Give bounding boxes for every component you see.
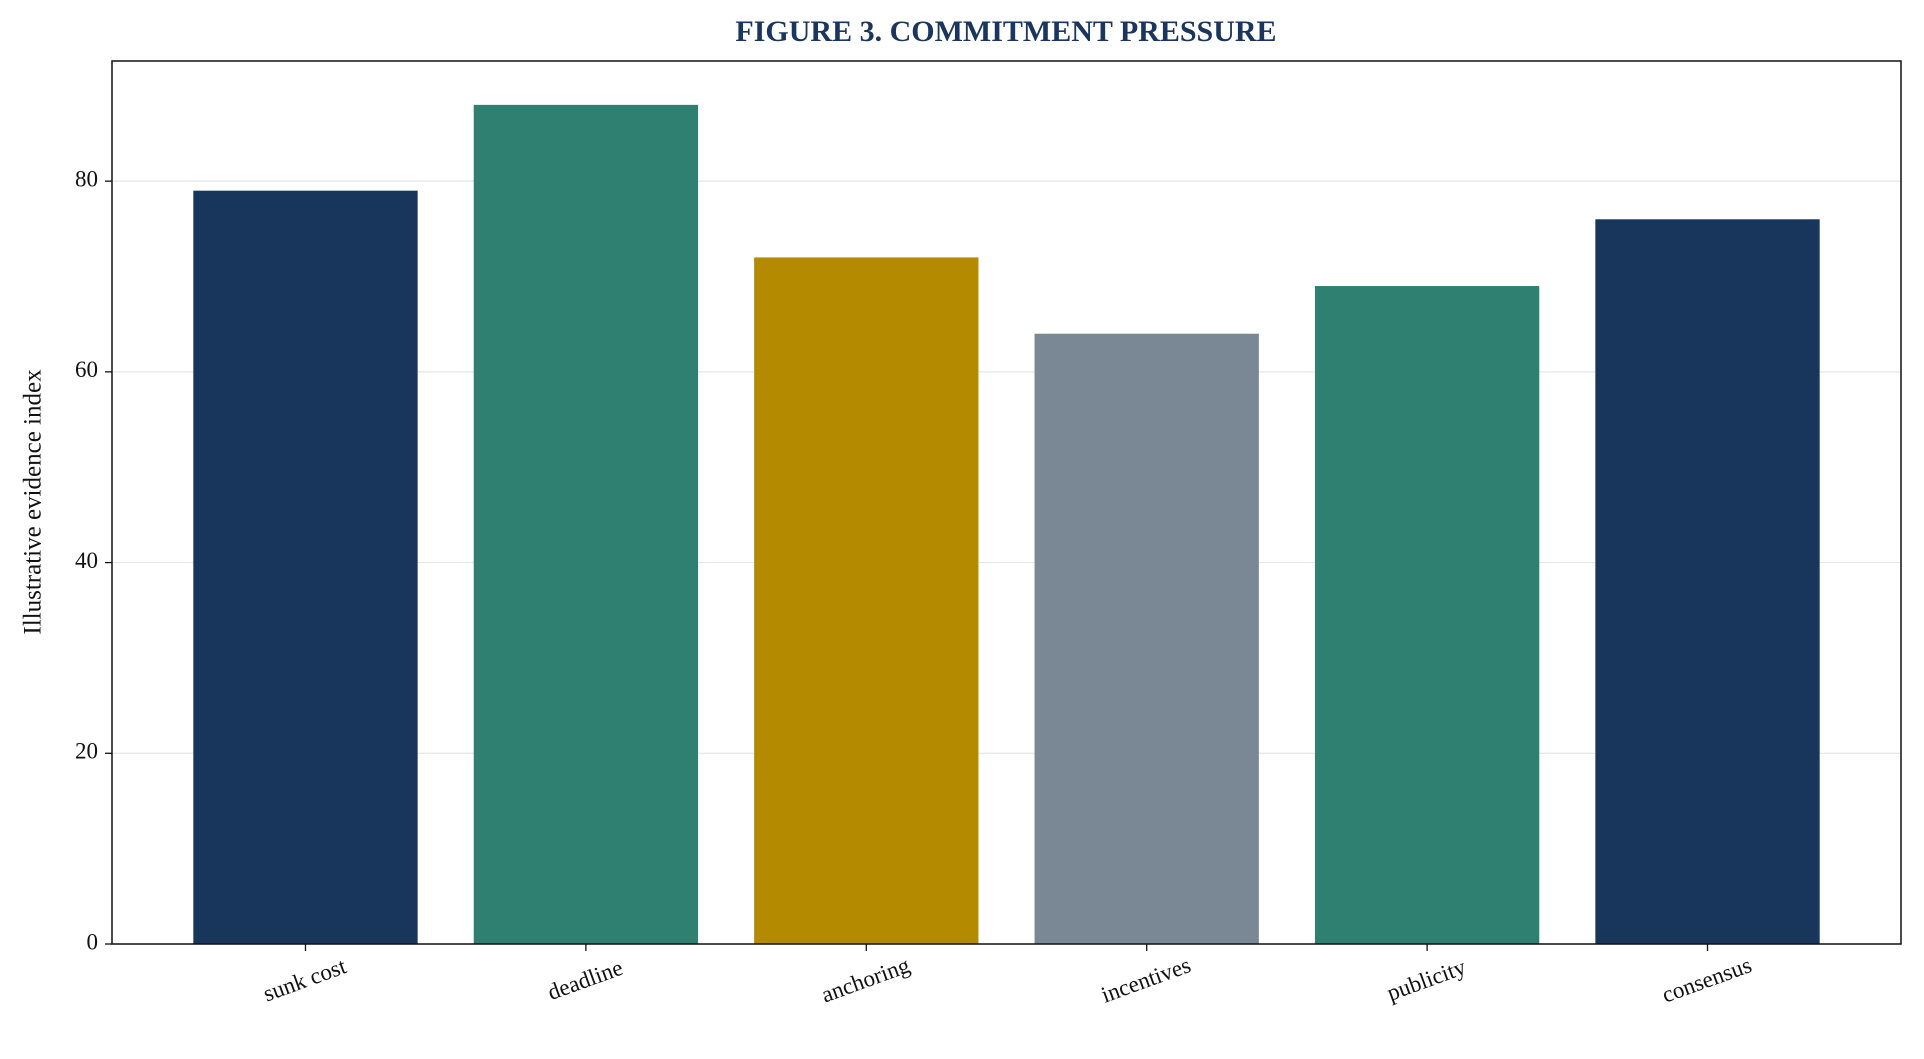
bar xyxy=(1034,333,1259,944)
y-tick-label: 0 xyxy=(87,929,99,954)
x-tick-label: incentives xyxy=(1098,952,1194,1007)
bar xyxy=(473,104,699,944)
x-tick-label: deadline xyxy=(544,955,626,1005)
y-axis-label: Illustrative evidence index xyxy=(20,369,47,635)
x-tick-label: sunk cost xyxy=(260,953,350,1006)
y-tick-label: 20 xyxy=(75,739,98,764)
y-tick-label: 80 xyxy=(75,166,98,191)
x-tick-label: anchoring xyxy=(818,952,913,1007)
y-tick-label: 60 xyxy=(75,357,98,382)
bar xyxy=(1314,286,1540,945)
x-tick-label: publicity xyxy=(1384,954,1470,1006)
plot-frame xyxy=(111,60,1902,945)
y-tick-label: 40 xyxy=(75,548,98,573)
bar xyxy=(193,190,418,944)
bar xyxy=(1595,219,1820,945)
x-tick-label: consensus xyxy=(1659,952,1755,1007)
bar xyxy=(754,257,979,945)
chart-title: FIGURE 3. COMMITMENT PRESSURE xyxy=(735,15,1276,48)
